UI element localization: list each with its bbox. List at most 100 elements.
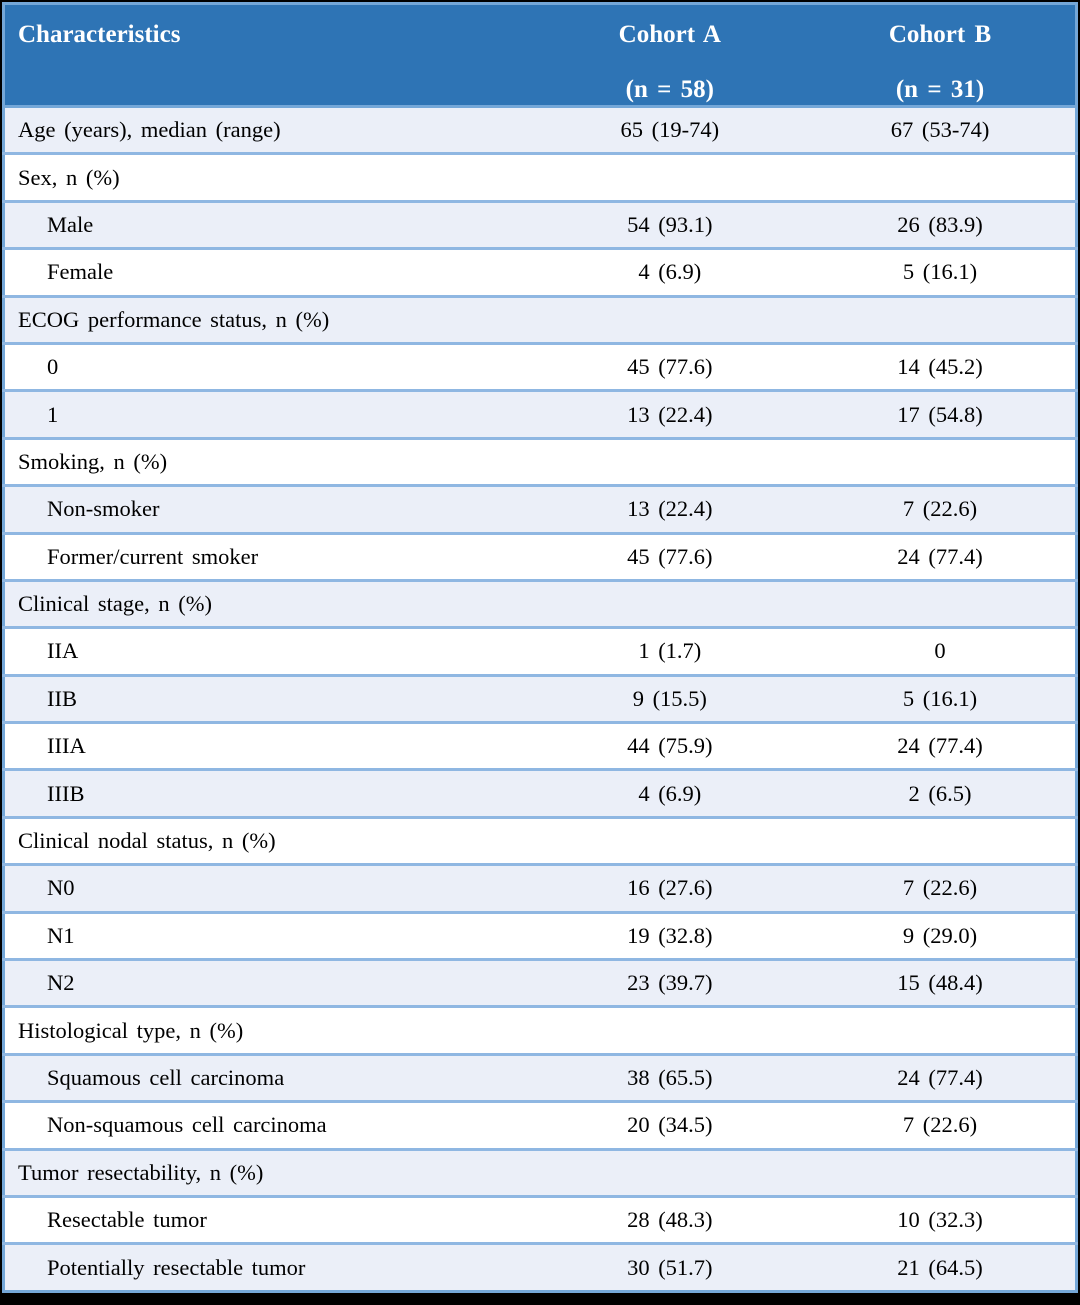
cohort-a-value-cell bbox=[534, 152, 806, 202]
cohort-a-value-cell bbox=[534, 294, 806, 344]
cohort-a-value-cell: 23 (39.7) bbox=[534, 958, 806, 1007]
cohort-b-value-cell: 26 (83.9) bbox=[805, 199, 1077, 249]
table-row: Female 4 (6.9) 5 (16.1) bbox=[3, 247, 1077, 297]
table-row: 0 45 (77.6) 14 (45.2) bbox=[3, 341, 1077, 391]
table-row: Resectable tumor 28 (48.3) 10 (32.3) bbox=[3, 1194, 1077, 1244]
table-row: IIIB 4 (6.9) 2 (6.5) bbox=[3, 768, 1077, 818]
table-row: Tumor resectability, n (%) bbox=[3, 1147, 1077, 1197]
table-row: Clinical nodal status, n (%) bbox=[3, 815, 1077, 865]
cohort-b-value-cell: 10 (32.3) bbox=[805, 1194, 1077, 1244]
cohort-a-value-cell: 16 (27.6) bbox=[534, 863, 806, 913]
table-row: Male 54 (93.1) 26 (83.9) bbox=[3, 199, 1077, 249]
row-label-cell: Age (years), median (range) bbox=[3, 104, 535, 154]
row-label-cell: Sex, n (%) bbox=[3, 152, 535, 202]
table-header: Characteristics Cohort A (n = 58) Cohort… bbox=[3, 3, 1077, 108]
cohort-b-value-cell: 67 (53-74) bbox=[805, 104, 1077, 154]
header-row: Characteristics Cohort A (n = 58) Cohort… bbox=[3, 3, 1077, 108]
row-label-cell: 1 bbox=[3, 389, 535, 439]
row-label-cell: N1 bbox=[3, 910, 535, 960]
cohort-a-value-cell: 4 (6.9) bbox=[534, 768, 806, 818]
row-label-cell: Clinical stage, n (%) bbox=[3, 578, 535, 628]
row-label-cell: Clinical nodal status, n (%) bbox=[3, 815, 535, 865]
table-row: Non-squamous cell carcinoma 20 (34.5) 7 (2… bbox=[3, 1100, 1077, 1150]
cohort-a-value-cell: 65 (19-74) bbox=[534, 104, 806, 154]
cohort-b-value-cell: 21 (64.5) bbox=[805, 1242, 1077, 1292]
cohort-a-value-cell: 13 (22.4) bbox=[534, 484, 806, 534]
cohort-a-name: Cohort A bbox=[618, 21, 721, 48]
row-label-cell: Tumor resectability, n (%) bbox=[3, 1147, 535, 1197]
cohort-b-value-cell bbox=[805, 578, 1077, 628]
row-label-cell: Male bbox=[3, 199, 535, 249]
cohort-b-value-cell: 24 (77.4) bbox=[805, 721, 1077, 770]
cohort-a-value-cell bbox=[534, 815, 806, 865]
cohort-b-value-cell: 0 bbox=[805, 626, 1077, 676]
cohort-b-value-cell: 17 (54.8) bbox=[805, 389, 1077, 439]
row-label-cell: N0 bbox=[3, 863, 535, 913]
table-row: IIIA 44 (75.9) 24 (77.4) bbox=[3, 721, 1077, 770]
cohort-b-value-cell: 2 (6.5) bbox=[805, 768, 1077, 818]
cohort-a-value-cell bbox=[534, 436, 806, 486]
cohort-b-value-cell: 24 (77.4) bbox=[805, 531, 1077, 581]
cohort-b-value-cell bbox=[805, 436, 1077, 486]
cohort-a-value-cell bbox=[534, 1005, 806, 1055]
cohort-a-value-cell: 30 (51.7) bbox=[534, 1242, 806, 1292]
table-row: N2 23 (39.7) 15 (48.4) bbox=[3, 958, 1077, 1007]
cohort-b-sample-size: (n = 31) bbox=[895, 76, 985, 103]
column-header-cohort-a: Cohort A (n = 58) bbox=[534, 3, 806, 108]
row-label-cell: Smoking, n (%) bbox=[3, 436, 535, 486]
row-label-cell: IIA bbox=[3, 626, 535, 676]
row-label-cell: 0 bbox=[3, 341, 535, 391]
row-label-cell: N2 bbox=[3, 958, 535, 1007]
cohort-a-value-cell: 19 (32.8) bbox=[534, 910, 806, 960]
row-label-cell: Former/current smoker bbox=[3, 531, 535, 581]
cohort-b-value-cell: 7 (22.6) bbox=[805, 863, 1077, 913]
cohort-b-value-cell bbox=[805, 152, 1077, 202]
table-row: Former/current smoker 45 (77.6) 24 (77.4) bbox=[3, 531, 1077, 581]
table-row: Sex, n (%) bbox=[3, 152, 1077, 202]
row-label-cell: Female bbox=[3, 247, 535, 297]
cohort-a-value-cell bbox=[534, 578, 806, 628]
row-label-cell: Potentially resectable tumor bbox=[3, 1242, 535, 1292]
cohort-b-value-cell bbox=[805, 1005, 1077, 1055]
cohort-a-value-cell: 54 (93.1) bbox=[534, 199, 806, 249]
cohort-a-value-cell: 20 (34.5) bbox=[534, 1100, 806, 1150]
table-row: Squamous cell carcinoma 38 (65.5) 24 (77.4… bbox=[3, 1052, 1077, 1102]
cohort-b-value-cell: 15 (48.4) bbox=[805, 958, 1077, 1007]
table-row: Age (years), median (range) 65 (19-74) 67 … bbox=[3, 104, 1077, 154]
cohort-b-value-cell: 5 (16.1) bbox=[805, 673, 1077, 723]
row-label-cell: Non-squamous cell carcinoma bbox=[3, 1100, 535, 1150]
cohort-b-value-cell: 7 (22.6) bbox=[805, 484, 1077, 534]
cohort-a-value-cell: 13 (22.4) bbox=[534, 389, 806, 439]
table-row: 1 13 (22.4) 17 (54.8) bbox=[3, 389, 1077, 439]
table-row: N1 19 (32.8) 9 (29.0) bbox=[3, 910, 1077, 960]
cohort-a-value-cell: 9 (15.5) bbox=[534, 673, 806, 723]
cohort-b-value-cell: 14 (45.2) bbox=[805, 341, 1077, 391]
row-label-cell: IIIA bbox=[3, 721, 535, 770]
table-row: ECOG performance status, n (%) bbox=[3, 294, 1077, 344]
cohort-a-value-cell: 4 (6.9) bbox=[534, 247, 806, 297]
cohort-a-value-cell: 38 (65.5) bbox=[534, 1052, 806, 1102]
row-label-cell: Non-smoker bbox=[3, 484, 535, 534]
cohort-a-value-cell: 45 (77.6) bbox=[534, 341, 806, 391]
cohort-b-value-cell bbox=[805, 815, 1077, 865]
cohort-b-value-cell: 24 (77.4) bbox=[805, 1052, 1077, 1102]
column-header-cohort-b: Cohort B (n = 31) bbox=[805, 3, 1077, 108]
table-row: IIA 1 (1.7) 0 bbox=[3, 626, 1077, 676]
table-row: Clinical stage, n (%) bbox=[3, 578, 1077, 628]
row-label-cell: ECOG performance status, n (%) bbox=[3, 294, 535, 344]
row-label-cell: Resectable tumor bbox=[3, 1194, 535, 1244]
cohort-a-value-cell: 28 (48.3) bbox=[534, 1194, 806, 1244]
table-row: Smoking, n (%) bbox=[3, 436, 1077, 486]
cohort-b-value-cell: 5 (16.1) bbox=[805, 247, 1077, 297]
table-row: Potentially resectable tumor 30 (51.7) 21 … bbox=[3, 1242, 1077, 1292]
cohort-b-name: Cohort B bbox=[888, 21, 992, 48]
row-label-cell: IIIB bbox=[3, 768, 535, 818]
row-label-cell: Squamous cell carcinoma bbox=[3, 1052, 535, 1102]
cohort-a-value-cell: 45 (77.6) bbox=[534, 531, 806, 581]
cohort-b-value-cell bbox=[805, 294, 1077, 344]
cohort-b-value-cell: 9 (29.0) bbox=[805, 910, 1077, 960]
table-row: IIB 9 (15.5) 5 (16.1) bbox=[3, 673, 1077, 723]
cohort-a-value-cell: 1 (1.7) bbox=[534, 626, 806, 676]
